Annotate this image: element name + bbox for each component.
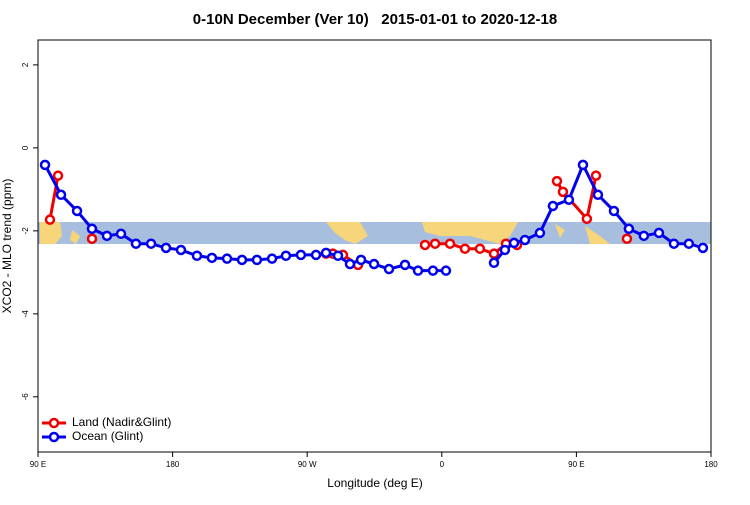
point (508, 237, 520, 249)
point (459, 243, 471, 254)
point (115, 228, 127, 240)
point (55, 189, 67, 201)
point (44, 214, 56, 225)
point (320, 247, 332, 259)
point (429, 238, 441, 249)
point (101, 230, 113, 242)
point (236, 254, 248, 266)
point (86, 233, 98, 244)
point (427, 265, 439, 276)
x-tick-label: 90 W (298, 460, 317, 469)
point (221, 253, 233, 264)
point (280, 250, 292, 262)
point (175, 244, 187, 256)
chart-title: 0-10N December (Ver 10) 2015-01-01 to 20… (193, 11, 557, 28)
point (653, 227, 665, 239)
point (557, 186, 569, 198)
x-tick-label: 180 (166, 460, 180, 469)
point (488, 248, 500, 259)
point (638, 230, 650, 242)
point (295, 249, 307, 261)
y-tick-label: -4 (21, 310, 30, 318)
legend-label: Land (Nadir&Glint) (72, 415, 171, 429)
point (519, 234, 531, 246)
land-shape (40, 222, 62, 244)
point (52, 170, 64, 181)
point (355, 254, 367, 266)
point (474, 243, 486, 254)
x-tick-label: 180 (704, 460, 718, 469)
x-tick-label: 90 E (568, 460, 584, 469)
point (581, 213, 593, 225)
point (534, 227, 546, 239)
point (444, 238, 456, 249)
point (145, 238, 157, 249)
point (683, 238, 695, 249)
point (623, 223, 635, 235)
land-shape (326, 222, 368, 244)
y-tick-label: -2 (21, 227, 30, 235)
point (621, 233, 633, 244)
point (160, 242, 172, 254)
point (344, 258, 356, 270)
point (668, 238, 680, 249)
point (39, 159, 51, 171)
plot-frame (37, 39, 712, 453)
legend-marker (48, 417, 60, 429)
x-tick-label: 90 E (30, 460, 46, 469)
point (592, 189, 604, 201)
point (563, 194, 575, 205)
point (488, 257, 500, 269)
y-tick-label: 2 (21, 62, 30, 67)
land-shape (70, 230, 80, 244)
point (551, 175, 563, 187)
point (419, 239, 431, 251)
point (332, 250, 344, 262)
point (412, 265, 424, 276)
land-shape (422, 222, 518, 244)
point (383, 263, 395, 275)
legend-label: Ocean (Glint) (72, 429, 143, 443)
legend-marker (48, 431, 60, 443)
y-axis-label: XCO2 - MLO trend (ppm) (0, 179, 14, 314)
point (399, 259, 411, 271)
x-tick-label: 0 (440, 460, 445, 469)
point (499, 244, 511, 256)
point (71, 205, 83, 217)
point (310, 249, 322, 261)
point (590, 170, 602, 181)
point (130, 238, 142, 249)
point (206, 252, 218, 264)
point (608, 205, 620, 217)
point (191, 250, 203, 262)
point (368, 258, 380, 270)
point (577, 159, 589, 171)
point (251, 254, 263, 266)
point (440, 265, 452, 276)
x-axis-label: Longitude (deg E) (327, 476, 422, 490)
land-shape (555, 224, 610, 244)
point (547, 200, 559, 212)
point (697, 242, 709, 254)
y-tick-label: 0 (21, 145, 30, 150)
point (266, 253, 278, 264)
point (86, 223, 98, 235)
y-tick-label: -6 (21, 393, 30, 401)
